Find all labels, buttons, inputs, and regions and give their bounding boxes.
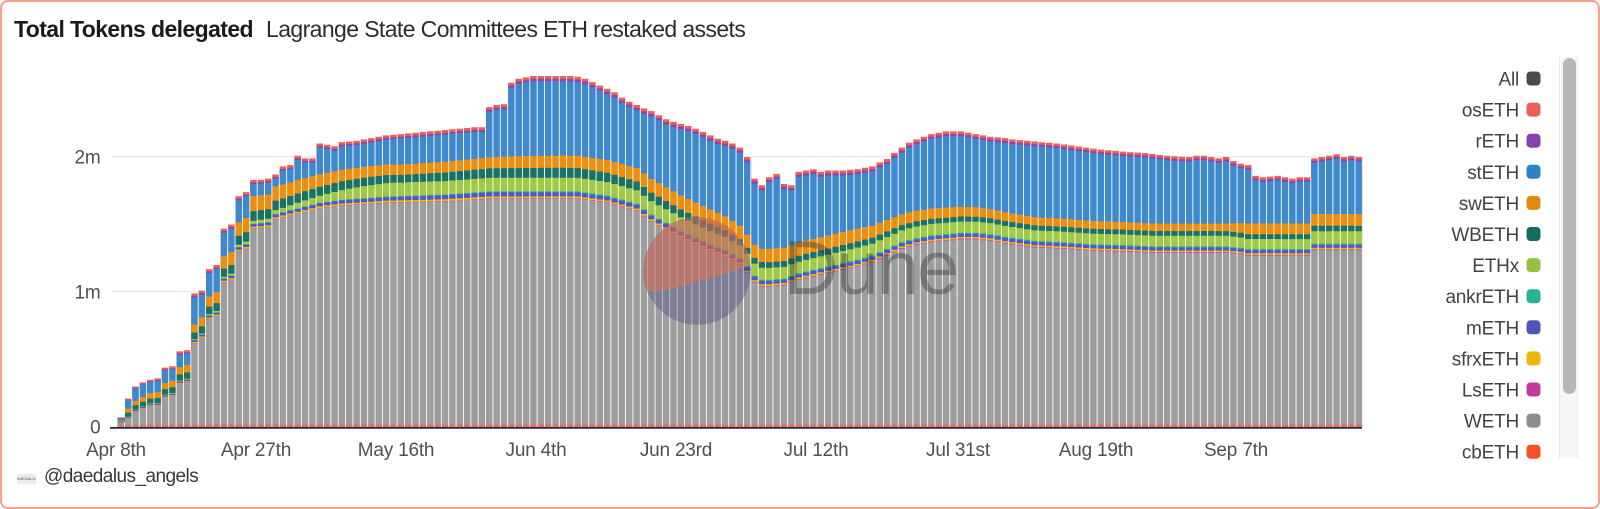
svg-text:1m: 1m	[75, 283, 101, 304]
svg-text:mETH: mETH	[1466, 318, 1519, 339]
svg-text:Aug 19th: Aug 19th	[1059, 440, 1133, 461]
svg-text:Sep 7th: Sep 7th	[1204, 440, 1268, 461]
svg-text:LsETH: LsETH	[1462, 381, 1519, 402]
svg-text:Dune: Dune	[784, 226, 958, 311]
svg-text:sfrxETH: sfrxETH	[1452, 349, 1519, 370]
svg-text:swETH: swETH	[1459, 194, 1519, 215]
svg-text:ETHx: ETHx	[1472, 256, 1519, 277]
svg-text:Apr 27th: Apr 27th	[221, 440, 291, 461]
svg-text:May 16th: May 16th	[358, 440, 435, 461]
svg-text:ankrETH: ankrETH	[1445, 287, 1519, 308]
svg-text:Jun 23rd: Jun 23rd	[640, 440, 712, 461]
svg-text:stETH: stETH	[1467, 163, 1519, 184]
svg-text:0: 0	[90, 418, 100, 439]
svg-text:Apr 8th: Apr 8th	[86, 440, 146, 461]
svg-text:osETH: osETH	[1462, 101, 1519, 122]
svg-text:Jul 31st: Jul 31st	[926, 440, 991, 461]
svg-text:cbETH: cbETH	[1462, 443, 1519, 464]
svg-text:WBETH: WBETH	[1451, 225, 1519, 246]
svg-text:WETH: WETH	[1464, 412, 1519, 433]
svg-text:Jul 12th: Jul 12th	[784, 440, 849, 461]
svg-text:Jun 4th: Jun 4th	[506, 440, 567, 461]
svg-text:All: All	[1498, 70, 1519, 91]
svg-text:rETH: rETH	[1475, 132, 1519, 153]
svg-text:2m: 2m	[75, 148, 101, 169]
